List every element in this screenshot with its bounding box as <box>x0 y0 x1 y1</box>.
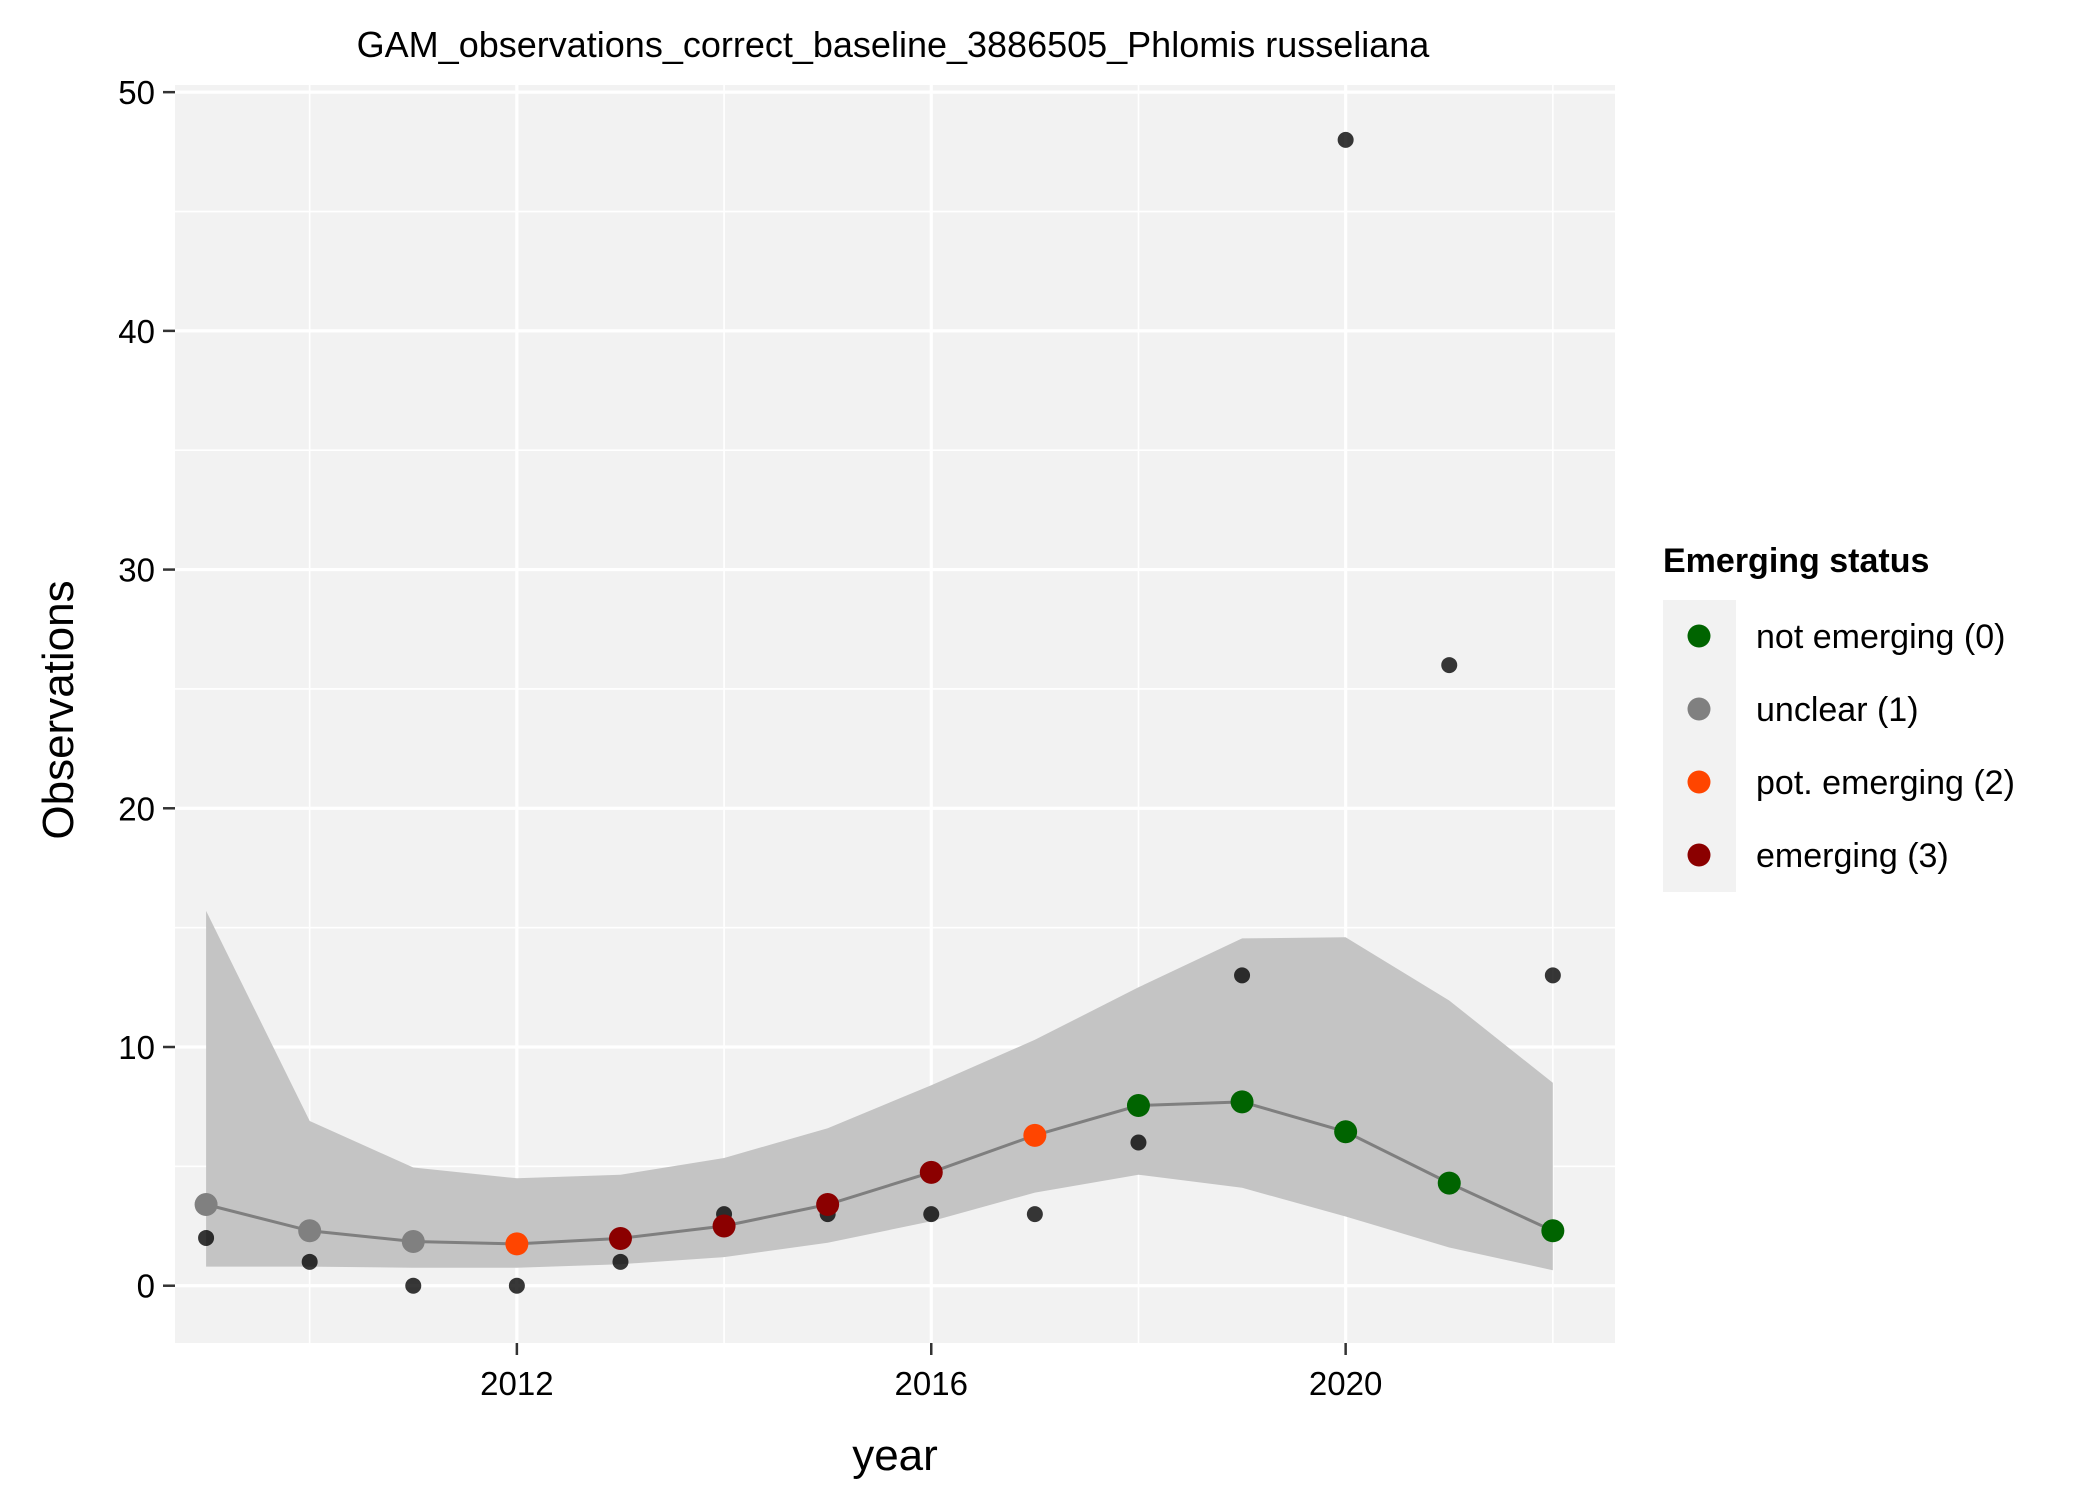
fit-point <box>919 1160 943 1184</box>
y-tick-label: 40 <box>118 313 155 350</box>
x-tick-label: 2020 <box>1309 1365 1382 1402</box>
fit-points <box>194 1090 1565 1256</box>
fit-point <box>1023 1123 1047 1147</box>
y-axis: 0 10 20 30 40 50 <box>118 74 175 1305</box>
legend: Emerging status not emerging (0) unclear … <box>1663 542 2015 892</box>
observed-points <box>198 131 1561 1294</box>
observed-point <box>508 1277 525 1294</box>
fit-point <box>1230 1090 1254 1114</box>
fit-point <box>1437 1171 1461 1195</box>
chart-title: GAM_observations_correct_baseline_388650… <box>357 24 1431 65</box>
observed-point <box>301 1253 318 1270</box>
x-tick-label: 2012 <box>480 1365 553 1402</box>
legend-key <box>1687 770 1711 794</box>
fit-point <box>505 1232 529 1256</box>
observed-point <box>1544 967 1561 984</box>
y-axis-title: Observations <box>34 580 83 839</box>
y-tick-label: 10 <box>118 1029 155 1066</box>
legend-label: not emerging (0) <box>1756 618 2005 656</box>
legend-key <box>1687 843 1711 867</box>
x-axis: 2012 2016 2020 <box>480 1343 1382 1402</box>
observed-point <box>1441 657 1458 674</box>
y-tick-label: 50 <box>118 74 155 111</box>
observed-point <box>1130 1134 1147 1151</box>
legend-items: not emerging (0) unclear (1) pot. emerging… <box>1687 618 2015 875</box>
fit-point <box>816 1193 840 1217</box>
observed-point <box>405 1277 422 1294</box>
y-tick-label: 0 <box>137 1268 155 1305</box>
fit-point <box>1541 1219 1565 1243</box>
legend-label: pot. emerging (2) <box>1756 764 2015 802</box>
y-tick-label: 20 <box>118 790 155 827</box>
legend-title: Emerging status <box>1663 542 1929 580</box>
fit-point <box>1334 1120 1358 1144</box>
legend-label: emerging (3) <box>1756 837 1949 875</box>
legend-key-background <box>1663 600 1736 892</box>
x-tick-label: 2016 <box>895 1365 968 1402</box>
fit-point <box>712 1214 736 1238</box>
observed-point <box>1234 967 1251 984</box>
fit-point <box>298 1219 322 1243</box>
observed-point <box>923 1206 940 1223</box>
legend-key <box>1687 697 1711 721</box>
observed-point <box>1026 1206 1043 1223</box>
observed-point <box>198 1229 215 1246</box>
grid-minor <box>175 85 1615 1343</box>
legend-key <box>1687 624 1711 648</box>
confidence-band <box>206 910 1553 1271</box>
y-tick-label: 30 <box>118 552 155 589</box>
observed-point <box>1337 131 1354 148</box>
x-axis-title: year <box>852 1431 938 1480</box>
fit-point <box>401 1230 425 1254</box>
observed-point <box>612 1253 629 1270</box>
fit-line <box>205 1100 1554 1246</box>
fit-point <box>1126 1093 1150 1117</box>
fit-point <box>194 1193 218 1217</box>
legend-label: unclear (1) <box>1756 691 1919 729</box>
fit-point <box>608 1226 632 1250</box>
